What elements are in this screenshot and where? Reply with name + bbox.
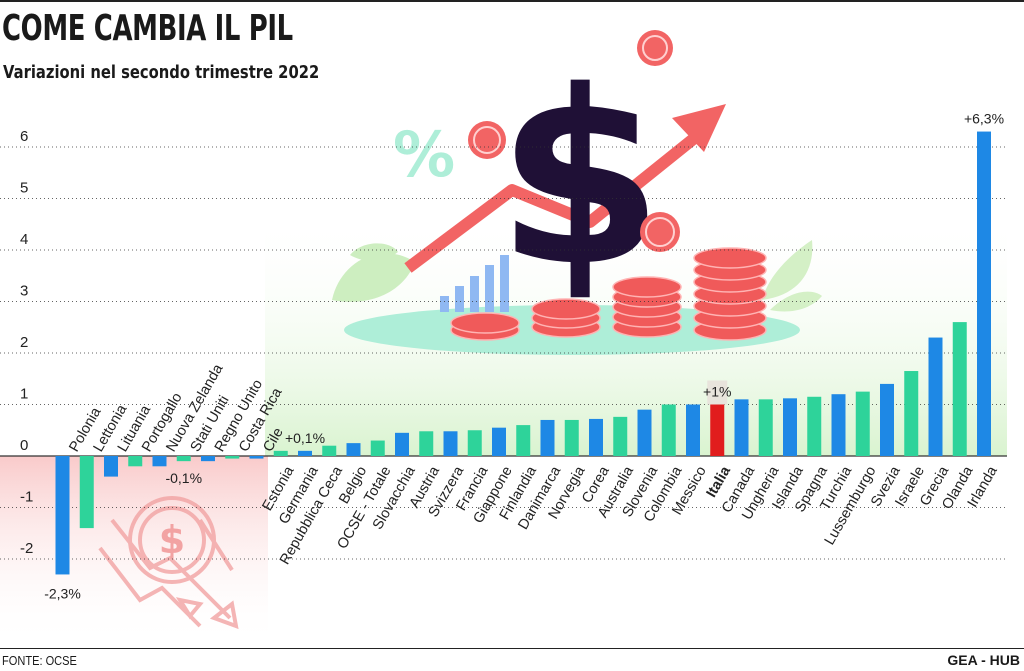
bar-regno-unito [201,456,215,462]
y-tick-label: 6 [20,128,28,145]
data-label-polonia: -2,3% [44,585,81,601]
bar-canada [734,399,749,456]
leaf-right-icon [762,240,813,300]
bars-group [55,131,991,575]
bar-svezia [880,383,894,456]
bar-israele [904,371,919,456]
page-subtitle: Variazioni nel secondo trimestre 2022 [3,62,320,83]
y-tick-label: 0 [20,437,28,454]
dollar-sign-icon: $ [497,39,664,319]
bar-grecia [928,337,943,456]
bar-portogallo [128,456,143,467]
y-tick-label: 3 [20,283,28,300]
bar-ocse-totale [370,440,385,456]
bar-italia [710,404,725,456]
bar-ungheria [758,399,773,456]
growth-arrow-icon [404,104,726,273]
bar-corea [589,418,603,456]
y-tick-label: 5 [20,180,28,197]
bar-austria [419,431,434,456]
bar-francia [467,430,482,456]
bar-germania [298,450,312,456]
bar-repubblica-ceca [322,445,337,456]
data-labels-group: -2,3% -0,1% +0,1% +1% +6,3% [44,111,1004,602]
bar-svizzera [443,431,458,456]
data-label-italia: +1% [703,384,731,400]
bar-irlanda [977,131,991,457]
y-tick-label: 1 [20,386,28,403]
leaf-left-icon-2 [350,243,398,261]
data-label-irlanda: +6,3% [964,111,1004,127]
bar-stati-uniti [176,456,191,462]
bar-messico [686,404,700,456]
bar-olanda [952,322,967,456]
source-note: FONTE: OCSE [2,653,77,668]
bar-cile [249,456,264,459]
bar-slovacchia [395,432,409,456]
bar-finlandia [516,425,531,456]
bar-spagna [807,396,822,456]
bar-lettonia [79,456,94,529]
data-label-germania: +0,1% [285,430,325,446]
bar-norvegia [564,419,579,456]
mini-bars-icon [440,255,509,312]
bar-turchia [831,394,846,456]
page-title: COME CAMBIA IL PIL [2,8,293,49]
data-label-stati-uniti: -0,1% [165,470,202,486]
footer-rule [0,648,1024,649]
bar-belgio [346,443,361,456]
bar-danimarca [540,419,555,456]
bar-colombia [661,404,676,456]
bar-nuova-zelanda [152,456,167,467]
bar-polonia [55,456,70,575]
top-rule [0,0,1024,2]
finance-illustration: $ % $ [98,30,822,630]
leaf-left-icon [332,253,415,302]
y-tick-label: -2 [20,540,33,557]
y-tick-label: 4 [20,231,28,248]
y-tick-label: -1 [20,489,33,506]
gdp-bar-chart: $ % $ -2 -1 0 1 2 3 4 5 6 -2,3% -0,1% +0,1% +1% +6,3… [0,30,1007,646]
bar-lussemburgo [855,391,870,456]
bar-costa-rica [225,456,240,459]
bar-slovenia [637,409,652,456]
coin-stacks-icon [450,247,767,341]
bar-australia [613,416,628,456]
bar-lituania [104,456,118,477]
y-tick-label: 2 [20,334,28,351]
percent-icon: % [393,118,455,191]
decline-arrow-icon [98,496,239,630]
highlight-backdrop [707,380,728,405]
bar-estonia [273,450,288,456]
bar-giappone [492,427,506,456]
coin-icon [468,30,680,252]
bar-islanda [783,398,797,456]
decline-dollar-icon: $ [159,518,185,562]
credit-label: GEA - HUB [947,652,1020,668]
